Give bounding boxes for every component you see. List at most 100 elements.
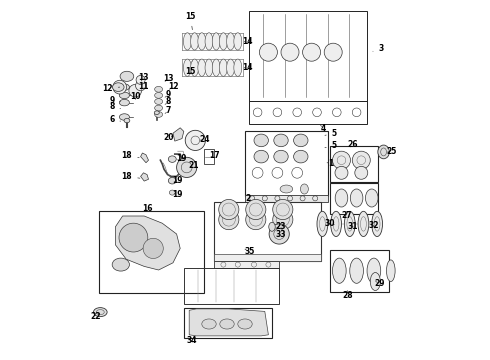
Ellipse shape <box>269 222 275 231</box>
Text: 12: 12 <box>169 82 179 91</box>
Text: 23: 23 <box>276 222 286 231</box>
Circle shape <box>245 199 266 220</box>
Text: 26: 26 <box>347 140 358 149</box>
Ellipse shape <box>331 211 342 237</box>
Text: 1: 1 <box>327 158 333 168</box>
Ellipse shape <box>155 86 163 92</box>
Ellipse shape <box>198 33 206 50</box>
Text: 5: 5 <box>325 141 337 150</box>
Text: 29: 29 <box>375 279 385 288</box>
Polygon shape <box>141 153 148 163</box>
Bar <box>330 183 378 214</box>
Ellipse shape <box>169 156 176 162</box>
Bar <box>245 131 328 196</box>
Ellipse shape <box>212 33 220 50</box>
Text: 22: 22 <box>91 312 101 321</box>
Circle shape <box>324 43 342 61</box>
Text: 20: 20 <box>164 133 174 142</box>
Text: 3: 3 <box>373 44 384 53</box>
Text: 9: 9 <box>109 96 121 105</box>
Ellipse shape <box>120 92 129 99</box>
Ellipse shape <box>154 111 159 114</box>
Circle shape <box>333 151 350 169</box>
Ellipse shape <box>387 260 395 282</box>
Text: 18: 18 <box>122 151 139 160</box>
Ellipse shape <box>120 99 129 106</box>
Circle shape <box>281 43 299 61</box>
Bar <box>248 101 368 124</box>
Text: 28: 28 <box>342 291 352 300</box>
Text: 8: 8 <box>109 103 121 112</box>
Text: 15: 15 <box>185 61 196 76</box>
Text: 9: 9 <box>165 90 172 99</box>
Ellipse shape <box>220 33 227 50</box>
Ellipse shape <box>280 185 293 193</box>
Ellipse shape <box>205 59 213 76</box>
Ellipse shape <box>333 258 346 283</box>
Ellipse shape <box>350 189 363 207</box>
Ellipse shape <box>367 258 381 283</box>
Ellipse shape <box>120 114 129 120</box>
Ellipse shape <box>155 112 163 117</box>
Ellipse shape <box>294 150 308 163</box>
Text: 13: 13 <box>164 74 174 83</box>
Circle shape <box>219 199 239 220</box>
Ellipse shape <box>120 84 129 90</box>
Circle shape <box>259 43 277 61</box>
Circle shape <box>136 76 145 85</box>
Text: 21: 21 <box>189 161 199 170</box>
Text: 12: 12 <box>102 84 120 93</box>
Circle shape <box>245 210 266 230</box>
Circle shape <box>269 224 289 244</box>
Ellipse shape <box>227 33 235 50</box>
Ellipse shape <box>183 59 192 76</box>
Text: 19: 19 <box>172 190 183 199</box>
Bar <box>245 195 328 202</box>
Polygon shape <box>116 216 180 270</box>
Circle shape <box>273 199 293 220</box>
Text: 8: 8 <box>165 98 172 107</box>
Bar <box>99 211 204 293</box>
Ellipse shape <box>170 190 175 195</box>
Ellipse shape <box>274 150 288 163</box>
Text: 14: 14 <box>243 37 253 46</box>
Ellipse shape <box>198 59 206 76</box>
Circle shape <box>335 166 348 179</box>
Bar <box>215 261 279 268</box>
Ellipse shape <box>155 93 163 98</box>
Text: 19: 19 <box>176 154 186 163</box>
Ellipse shape <box>300 184 308 194</box>
Ellipse shape <box>358 211 369 237</box>
Bar <box>215 254 320 261</box>
Text: 13: 13 <box>138 73 149 82</box>
Text: 6: 6 <box>109 115 121 124</box>
Text: 33: 33 <box>276 230 286 239</box>
Ellipse shape <box>202 319 216 329</box>
Text: 19: 19 <box>172 176 183 185</box>
Ellipse shape <box>124 118 130 123</box>
Text: 11: 11 <box>138 82 149 91</box>
Text: 35: 35 <box>244 248 254 256</box>
Ellipse shape <box>191 59 198 76</box>
Circle shape <box>113 80 126 94</box>
Bar <box>330 146 378 182</box>
Ellipse shape <box>113 83 124 91</box>
Circle shape <box>273 210 293 230</box>
Circle shape <box>352 151 370 169</box>
Text: 34: 34 <box>187 336 197 346</box>
Text: 16: 16 <box>142 204 152 213</box>
Ellipse shape <box>234 33 242 50</box>
Polygon shape <box>173 128 184 141</box>
Ellipse shape <box>112 258 129 271</box>
Ellipse shape <box>274 134 288 147</box>
Ellipse shape <box>378 145 390 159</box>
Text: 15: 15 <box>185 12 196 30</box>
Ellipse shape <box>120 71 134 81</box>
Circle shape <box>129 85 142 97</box>
Ellipse shape <box>335 189 348 207</box>
Circle shape <box>143 238 163 258</box>
Circle shape <box>136 81 146 91</box>
Circle shape <box>176 157 197 177</box>
Text: 25: 25 <box>387 147 397 156</box>
Ellipse shape <box>344 211 355 237</box>
